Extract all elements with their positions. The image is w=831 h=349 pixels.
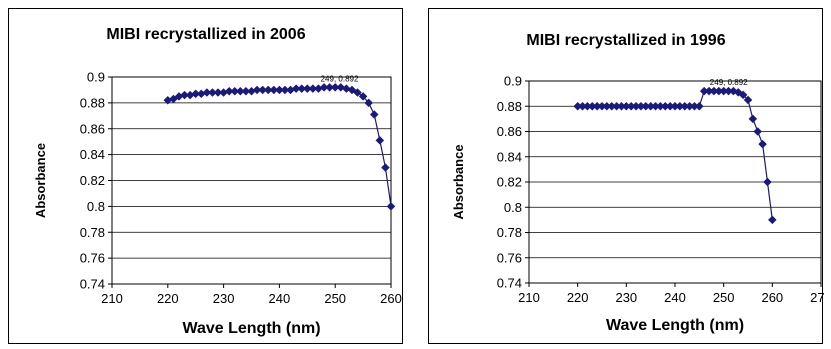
x-axis-label: Wave Length (nm) [182, 320, 320, 337]
y-tick-label: 0.84 [80, 147, 105, 162]
x-tick-label: 210 [101, 291, 123, 306]
data-label: 249, 0.892 [710, 78, 748, 87]
data-label: 249, 0.892 [321, 74, 359, 83]
y-tick-label: 0.8 [87, 199, 105, 214]
y-tick-label: 0.9 [87, 70, 105, 85]
data-point [369, 110, 379, 119]
data-point [694, 101, 704, 111]
y-tick-label: 0.76 [497, 250, 522, 265]
chart-panel-2006: MIBI recrystallized in 2006 0.74 0.76 0.78 0… [8, 8, 403, 344]
y-axis-label: Absorbance [33, 143, 48, 218]
data-point [763, 177, 772, 187]
y-tick-label: 0.8 [504, 200, 522, 215]
x-tick-label: 260 [761, 290, 783, 305]
x-tick-label: 240 [664, 290, 686, 305]
data-point [381, 163, 390, 172]
x-tick-label: 230 [213, 291, 235, 306]
x-tick-label: 230 [615, 290, 637, 305]
x-tick-label: 260 [380, 291, 402, 306]
x-tick-label: 250 [324, 291, 346, 306]
data-point [767, 215, 777, 225]
data-point [738, 90, 748, 100]
chart-panel-1996: MIBI recrystallized in 1996 0.74 0.76 0.78 0… [428, 8, 824, 344]
data-point [353, 88, 362, 97]
y-tick-label: 0.86 [497, 124, 522, 139]
data-point [386, 202, 396, 211]
data-point [758, 139, 767, 149]
chart-title: MIBI recrystallized in 1996 [526, 32, 725, 49]
data-point [364, 98, 374, 108]
x-tick-label: 240 [269, 291, 291, 306]
data-point [375, 136, 385, 145]
y-tick-label: 0.82 [80, 173, 105, 188]
x-tick-label: 220 [157, 291, 179, 306]
y-tick-label: 0.84 [497, 149, 522, 164]
y-tick-label: 0.76 [80, 251, 105, 266]
data-point [753, 127, 763, 136]
data-point [743, 95, 753, 105]
chart-1996-svg: MIBI recrystallized in 1996 0.74 0.76 0.78 0… [451, 32, 824, 334]
y-tick-label: 0.82 [497, 175, 522, 190]
x-tick-label: 210 [518, 290, 540, 305]
x-tick-label: 220 [567, 290, 589, 305]
y-tick-label: 0.9 [504, 74, 522, 89]
y-tick-label: 0.78 [80, 225, 105, 240]
y-tick-label: 0.78 [497, 225, 522, 240]
y-tick-label: 0.74 [497, 276, 522, 291]
data-point [358, 92, 368, 101]
x-tick-label: 250 [713, 290, 735, 305]
y-tick-label: 0.74 [80, 277, 105, 292]
x-tick-label: 270 [810, 290, 824, 305]
chart-2006-svg: MIBI recrystallized in 2006 0.74 0.76 0.78 0… [33, 26, 402, 337]
y-tick-label: 0.88 [80, 95, 105, 110]
x-axis-label: Wave Length (nm) [606, 317, 744, 334]
chart-title: MIBI recrystallized in 2006 [106, 26, 305, 43]
y-tick-label: 0.88 [497, 99, 522, 114]
data-point [748, 114, 758, 124]
y-axis-label: Absorbance [451, 144, 466, 219]
y-tick-label: 0.86 [80, 121, 105, 136]
